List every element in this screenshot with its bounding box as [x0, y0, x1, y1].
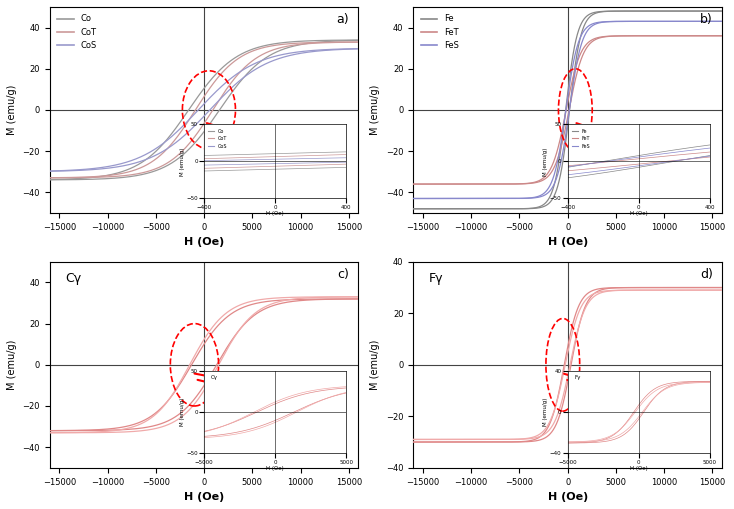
Text: b): b) [700, 13, 713, 26]
Y-axis label: M (emu/g): M (emu/g) [7, 340, 17, 390]
Y-axis label: M (emu/g): M (emu/g) [7, 84, 17, 135]
X-axis label: H (Oe): H (Oe) [548, 492, 588, 502]
Legend: Fe, FeT, FeS: Fe, FeT, FeS [418, 11, 462, 53]
Text: Cγ: Cγ [65, 272, 81, 285]
X-axis label: H (Oe): H (Oe) [184, 237, 224, 247]
Text: c): c) [338, 268, 349, 281]
Text: a): a) [337, 13, 349, 26]
Text: d): d) [700, 268, 713, 281]
Legend: Co, CoT, CoS: Co, CoT, CoS [54, 11, 100, 53]
Y-axis label: M (emu/g): M (emu/g) [371, 340, 380, 390]
Y-axis label: M (emu/g): M (emu/g) [371, 84, 380, 135]
X-axis label: H (Oe): H (Oe) [184, 492, 224, 502]
Text: Fγ: Fγ [429, 272, 443, 285]
X-axis label: H (Oe): H (Oe) [548, 237, 588, 247]
